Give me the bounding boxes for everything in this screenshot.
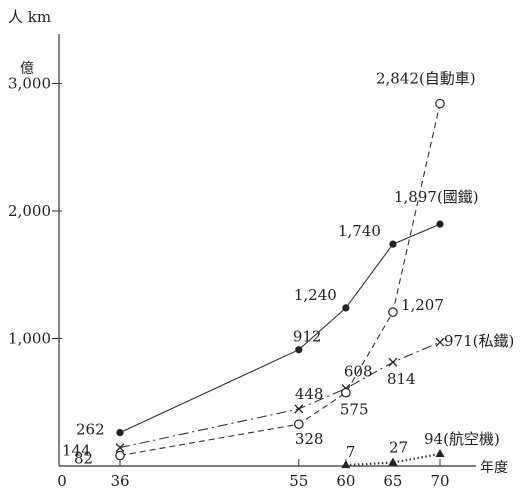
series-end-label: 1,897(國鐵) [394, 188, 479, 206]
series-line [119, 103, 441, 457]
y-tick-label: 1,000 [8, 330, 51, 348]
data-label: 448 [295, 385, 324, 403]
data-label: 328 [295, 430, 324, 448]
data-point [341, 460, 351, 469]
data-label: 1,207 [401, 296, 444, 314]
data-point [294, 419, 304, 429]
x-axis-title: 年度 [480, 460, 508, 476]
data-point [388, 457, 398, 466]
axes [58, 34, 476, 467]
y-scale-label: 億 [20, 61, 34, 77]
data-point [115, 450, 125, 461]
data-label: 1,740 [338, 222, 381, 240]
data-point [115, 443, 125, 453]
series-0: 262 912 1,240 1,740 1,897(國鐵) [76, 188, 479, 438]
y-tick-label: 2,000 [8, 202, 51, 220]
data-point [435, 337, 445, 347]
data-point [436, 220, 444, 228]
x-tick-label: 55 [289, 472, 308, 489]
series-3: 7 27 94(航空機) [341, 430, 500, 469]
x-tick-label: 65 [383, 472, 402, 489]
series-2: 82 328 575 1,207 2,842(自動車) [74, 70, 476, 468]
data-point [388, 357, 398, 367]
data-point [342, 304, 350, 312]
x-tick-label: 60 [336, 472, 355, 489]
series-line [119, 223, 441, 434]
data-label: 144 [62, 442, 91, 460]
data-label: 1,240 [294, 286, 337, 304]
axis-ticks: 0 36 55 60 65 70 1,000 2,000 3,000 [8, 75, 450, 489]
data-label: 82 [74, 450, 93, 468]
series-end-label: 971(私鐵) [444, 332, 514, 350]
y-tick-label: 3,000 [8, 75, 51, 93]
data-label: 912 [293, 328, 322, 346]
data-point [116, 428, 124, 437]
data-point [389, 240, 397, 248]
data-label: 7 [346, 443, 356, 461]
data-point [341, 387, 351, 398]
data-label: 27 [389, 439, 408, 457]
data-point [388, 307, 398, 317]
series-end-label: 2,842(自動車) [376, 70, 476, 88]
x-tick-label: 70 [430, 472, 449, 489]
data-label: 575 [340, 401, 369, 419]
data-label: 262 [76, 421, 105, 439]
data-point [435, 98, 445, 109]
x-tick-label: 36 [110, 472, 129, 489]
data-label: 814 [387, 370, 416, 388]
data-point [294, 404, 304, 414]
data-point [435, 449, 445, 458]
data-point [295, 346, 303, 354]
series-end-label: 94(航空機) [424, 430, 500, 448]
y-unit-label: 人 km [8, 8, 51, 26]
x-tick-label: 0 [57, 472, 67, 489]
